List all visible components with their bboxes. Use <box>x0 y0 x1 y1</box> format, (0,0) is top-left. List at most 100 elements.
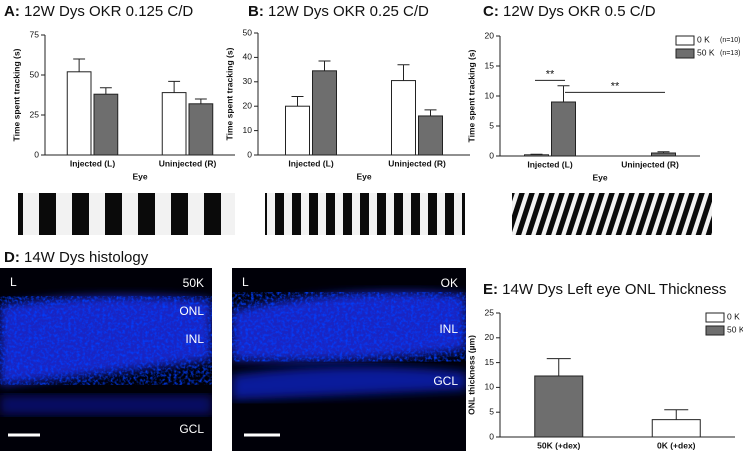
x-tick-label: 50K (+dex) <box>537 440 580 450</box>
legend-swatch <box>675 35 695 46</box>
y-tick-label: 0 <box>489 150 494 160</box>
error-bar <box>99 87 112 95</box>
error-bar <box>424 109 437 116</box>
legend-label: 0 K <box>727 311 740 321</box>
image-eye-label: L <box>10 275 17 289</box>
y-tick-label: 15 <box>485 357 495 367</box>
bar <box>651 152 676 157</box>
title-text: 14W Dys Left eye ONL Thickness <box>502 281 726 298</box>
y-tick-label: 0 <box>247 149 252 159</box>
image-eye-label: L <box>242 275 249 289</box>
x-tick-label: Injected (L) <box>527 159 573 169</box>
layer-label: ONL <box>179 304 204 318</box>
panel-label: B: <box>248 3 264 20</box>
x-tick-label: Injected (L) <box>70 158 116 168</box>
title-text: 12W Dys OKR 0.25 C/D <box>268 3 429 20</box>
y-tick-label: 50 <box>30 69 40 79</box>
legend-n: (n=10) <box>720 37 740 44</box>
title-text: 12W Dys OKR 0.5 C/D <box>503 3 656 20</box>
x-tick-label: Injected (L) <box>288 158 334 168</box>
histology-image <box>232 268 466 451</box>
significance-label: ** <box>546 68 555 80</box>
panel-label: C: <box>483 3 499 20</box>
y-tick-label: 25 <box>30 109 40 119</box>
y-tick-label: 15 <box>485 60 495 70</box>
bar <box>285 105 310 156</box>
y-axis-label: Time spent tracking (s) <box>224 47 234 140</box>
y-tick-label: 10 <box>485 90 495 100</box>
bar <box>418 115 443 156</box>
y-tick-label: 40 <box>243 52 253 62</box>
y-tick-label: 5 <box>489 120 494 130</box>
x-tick-label: 0K (+dex) <box>657 440 696 450</box>
bar <box>534 375 584 438</box>
legend-swatch <box>705 325 725 336</box>
image-condition-label: 50K <box>183 276 204 290</box>
legend-label: 50 K <box>727 324 743 334</box>
panel-title: B: 12W Dys OKR 0.25 C/D <box>248 3 429 20</box>
bar <box>651 419 701 438</box>
panel-label: D: <box>4 249 20 266</box>
legend-n: (n=13) <box>720 50 740 57</box>
legend-swatch <box>705 312 725 323</box>
y-tick-label: 20 <box>485 30 495 40</box>
x-tick-label: Uninjected (R) <box>159 158 217 168</box>
bar <box>312 70 337 156</box>
error-bar <box>657 151 670 153</box>
significance-label: ** <box>611 80 620 92</box>
legend-label: 50 K <box>697 47 715 57</box>
error-bar <box>530 153 543 155</box>
error-bar <box>397 64 410 81</box>
y-tick-label: 20 <box>243 100 253 110</box>
panel-title: C: 12W Dys OKR 0.5 C/D <box>483 3 656 20</box>
y-tick-label: 10 <box>243 125 253 135</box>
y-axis-label: Time spent tracking (s) <box>11 48 21 141</box>
y-tick-label: 0 <box>34 149 39 159</box>
legend-swatch <box>675 48 695 59</box>
y-tick-label: 75 <box>30 29 40 39</box>
x-axis-label: Eye <box>592 172 607 182</box>
y-tick-label: 0 <box>489 431 494 441</box>
layer-label: INL <box>185 332 204 346</box>
panel-label: E: <box>483 281 498 298</box>
panel-title: D: 14W Dys histology <box>4 249 149 266</box>
histology-image <box>0 268 212 451</box>
error-bar <box>168 80 181 93</box>
bar <box>161 92 187 156</box>
error-bar <box>194 98 207 104</box>
error-bar <box>318 60 331 71</box>
error-bar <box>73 58 86 72</box>
error-bar <box>664 409 689 420</box>
layer-label: GCL <box>433 374 458 388</box>
x-axis-label: Eye <box>356 171 371 181</box>
y-axis-label: ONL thickness (µm) <box>466 335 476 415</box>
bar <box>524 154 549 157</box>
y-axis-label: Time spent tracking (s) <box>466 49 476 142</box>
legend-label: 0 K <box>697 34 710 44</box>
bar <box>66 71 92 156</box>
y-tick-label: 25 <box>485 307 495 317</box>
stimulus-stripes <box>18 193 712 235</box>
error-bar <box>557 85 570 102</box>
x-tick-label: Uninjected (R) <box>388 158 446 168</box>
layer-label: INL <box>439 322 458 336</box>
bar <box>188 103 214 156</box>
image-condition-label: OK <box>441 276 458 290</box>
bar <box>391 80 416 156</box>
panel-title: E: 14W Dys Left eye ONL Thickness <box>483 281 726 298</box>
bar <box>551 101 576 157</box>
panel-title: A: 12W Dys OKR 0.125 C/D <box>4 3 193 20</box>
panel-label: A: <box>4 3 20 20</box>
error-bar <box>546 358 571 376</box>
y-tick-label: 20 <box>485 332 495 342</box>
y-tick-label: 50 <box>243 27 253 37</box>
layer-label: GCL <box>179 422 204 436</box>
y-tick-label: 5 <box>489 406 494 416</box>
title-text: 14W Dys histology <box>24 249 149 266</box>
title-text: 12W Dys OKR 0.125 C/D <box>24 3 193 20</box>
error-bar <box>291 95 304 107</box>
x-tick-label: Uninjected (R) <box>621 159 679 169</box>
y-tick-label: 30 <box>243 76 253 86</box>
bar <box>93 93 119 156</box>
x-axis-label: Eye <box>132 171 147 181</box>
